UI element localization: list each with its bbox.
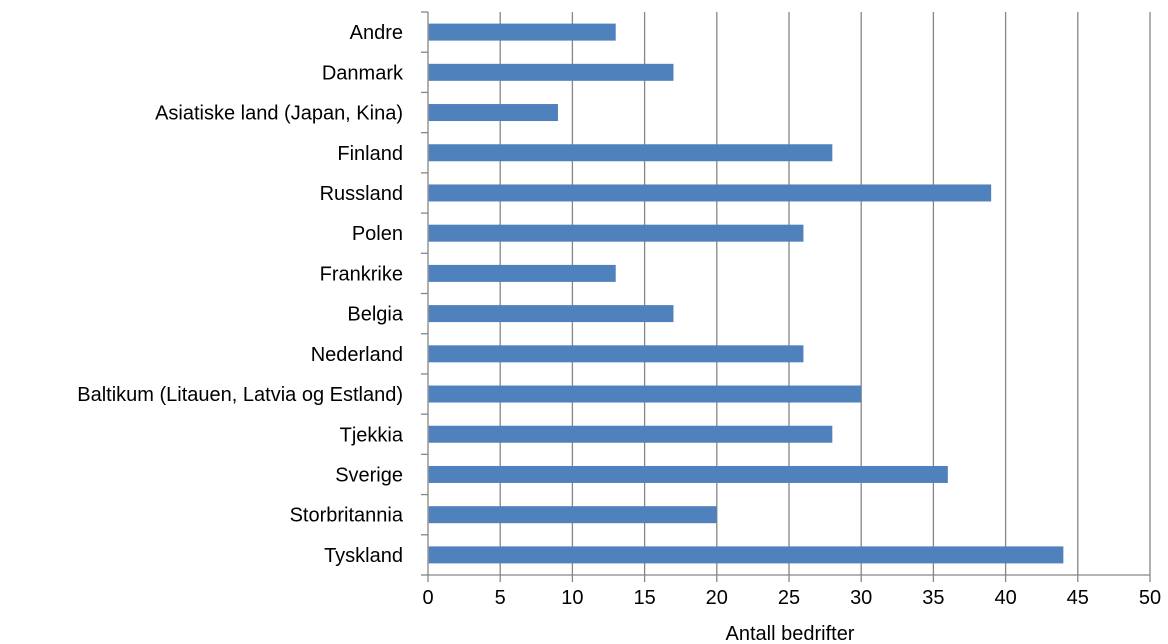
bar	[428, 345, 804, 363]
category-label: Sverige	[335, 464, 403, 486]
category-label: Belgia	[347, 304, 403, 326]
bar	[428, 63, 674, 81]
x-tick-label: 15	[633, 587, 655, 609]
bar	[428, 305, 674, 323]
x-tick-label: 30	[850, 587, 872, 609]
bar	[428, 184, 992, 202]
bar	[428, 546, 1064, 564]
bar	[428, 224, 804, 242]
bar	[428, 264, 616, 282]
category-label: Asiatiske land (Japan, Kina)	[155, 103, 403, 125]
x-tick-label: 20	[706, 587, 728, 609]
category-label: Danmark	[322, 62, 404, 84]
category-label: Tyskland	[324, 545, 403, 567]
bar	[428, 465, 948, 483]
bar	[428, 506, 717, 524]
bars	[428, 23, 1064, 564]
x-tick-label: 40	[994, 587, 1016, 609]
x-tick-label: 10	[561, 587, 583, 609]
x-axis-title: Antall bedrifter	[726, 623, 855, 644]
bar	[428, 385, 862, 403]
bar	[428, 104, 558, 122]
bar	[428, 425, 833, 443]
category-label: Russland	[320, 183, 403, 205]
x-tick-label: 45	[1067, 587, 1089, 609]
category-label: Finland	[337, 143, 403, 165]
axes	[421, 11, 1151, 582]
labels: 0 5 10 15 20 25 30 35 40 45 50 Andre Danmark Asiatisk…	[77, 22, 1161, 609]
category-label: Polen	[352, 223, 403, 245]
x-tick-label: 25	[778, 587, 800, 609]
category-label: Tjekkia	[340, 424, 404, 446]
x-tick-label: 35	[922, 587, 944, 609]
bar	[428, 23, 616, 41]
category-label: Frankrike	[320, 263, 403, 285]
x-tick-label: 5	[495, 587, 506, 609]
x-tick-label: 0	[422, 587, 433, 609]
gridlines	[499, 12, 1151, 575]
category-label: Baltikum (Litauen, Latvia og Estland)	[77, 384, 403, 406]
category-label: Storbritannia	[290, 505, 404, 527]
category-label: Andre	[350, 22, 403, 44]
x-tick-label: 50	[1139, 587, 1161, 609]
bar	[428, 144, 833, 162]
category-label: Nederland	[311, 344, 403, 366]
